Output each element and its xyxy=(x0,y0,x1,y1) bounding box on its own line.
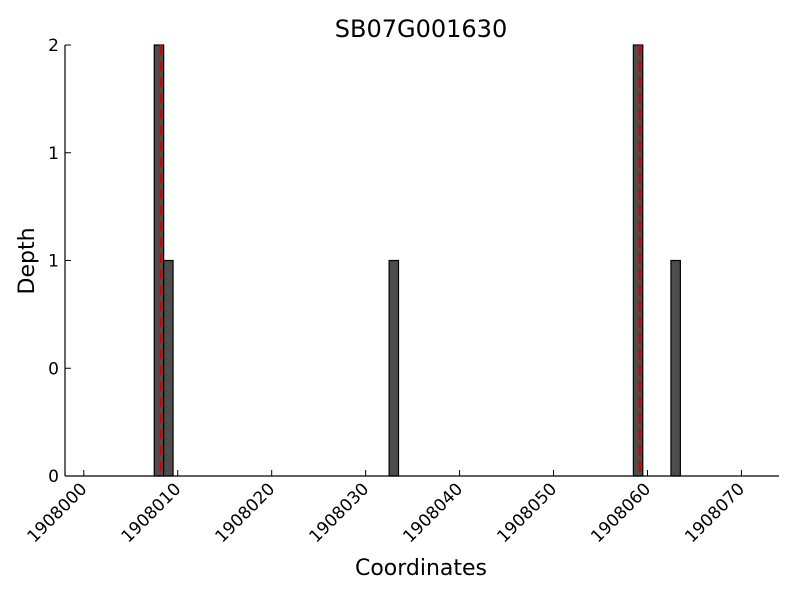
y-tick-label: 0 xyxy=(48,467,59,487)
y-tick-label: 1 xyxy=(48,252,59,272)
plot-area: 0 0 1 1 2 1908000 1908010 1908020 1908030 1908040… xyxy=(24,36,779,547)
x-tick-label: 1908030 xyxy=(305,479,373,547)
y-tick-label: 1 xyxy=(48,144,59,164)
bar-1908059 xyxy=(632,44,644,477)
y-tick-label: 0 xyxy=(48,359,59,379)
x-tick-label: 1908020 xyxy=(212,479,280,547)
x-tick-label: 1908050 xyxy=(493,479,561,547)
bar-1908008 xyxy=(153,44,165,477)
bar-1908009 xyxy=(163,259,174,477)
x-tick-label: 1908010 xyxy=(118,479,186,547)
x-axis-label: Coordinates xyxy=(355,556,487,581)
bar-1908063 xyxy=(670,259,681,477)
x-tick-label: 1908060 xyxy=(587,479,655,547)
x-tick-label: 1908040 xyxy=(399,479,467,547)
x-tick-label: 1908000 xyxy=(24,479,92,547)
x-tick-label: 1908070 xyxy=(681,479,749,547)
chart-title: SB07G001630 xyxy=(335,15,507,43)
y-tick-label: 2 xyxy=(48,36,59,56)
y-axis-label: Depth xyxy=(15,227,40,294)
bar-1908033 xyxy=(388,259,400,477)
